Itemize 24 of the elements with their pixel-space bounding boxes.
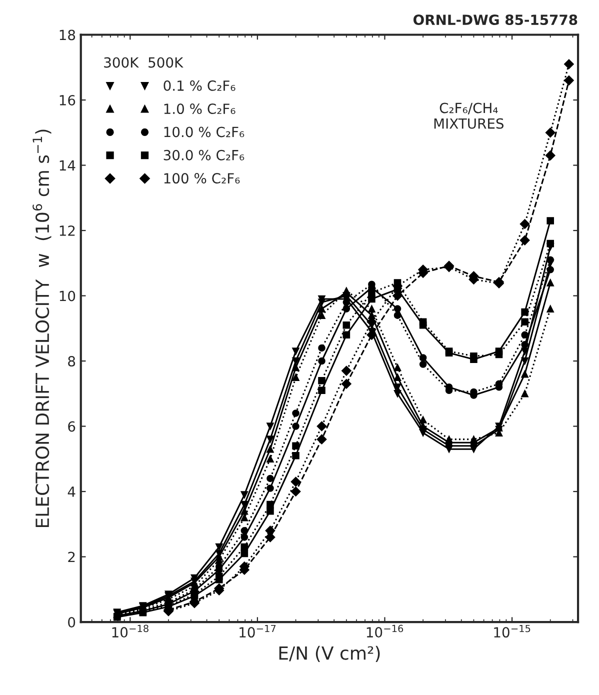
y-tick-label: 6 <box>68 421 76 432</box>
y-tick-label: 4 <box>68 486 76 497</box>
legend-label: 30.0 % C₂F₆ <box>164 150 244 160</box>
y-tick-label: 16 <box>60 94 76 106</box>
x-axis-title: E/N (V cm²) <box>279 646 380 662</box>
annotation: C₂F₆/CH₄ MIXTURES <box>434 102 504 129</box>
x-tick-label: 10$^{−17}$ <box>240 624 276 638</box>
y-tick-label: 2 <box>68 552 75 562</box>
y-tick-label: 10 <box>60 290 76 302</box>
legend-label: 10.0 % C₂F₆ <box>164 126 244 138</box>
x-tick-label: 10$^{−15}$ <box>494 624 530 638</box>
legend-label: 1.0 % C₂F₆ <box>164 104 236 114</box>
y-tick-label: 8 <box>68 356 76 366</box>
legend-title: 300K 500K <box>104 57 184 68</box>
y-tick-label: 14 <box>60 160 76 171</box>
y-tick-label: 0 <box>68 616 76 628</box>
x-tick-label: 10$^{−16}$ <box>366 624 404 638</box>
legend-label: 0.1 % C₂F₆ <box>164 80 236 91</box>
y-tick-label: 18 <box>60 30 76 40</box>
x-tick-label: 10$^{−18}$ <box>112 624 148 638</box>
y-axis-title: ELECTRON DRIFT VELOCITY w (10$^{6}$ cm s$^{−1}$) <box>32 130 52 528</box>
text: ORNL-DWG 85-15778 <box>413 14 578 26</box>
legend-label: 100 % C₂F₆ <box>164 173 240 184</box>
y-tick-label: 12 <box>60 225 75 236</box>
